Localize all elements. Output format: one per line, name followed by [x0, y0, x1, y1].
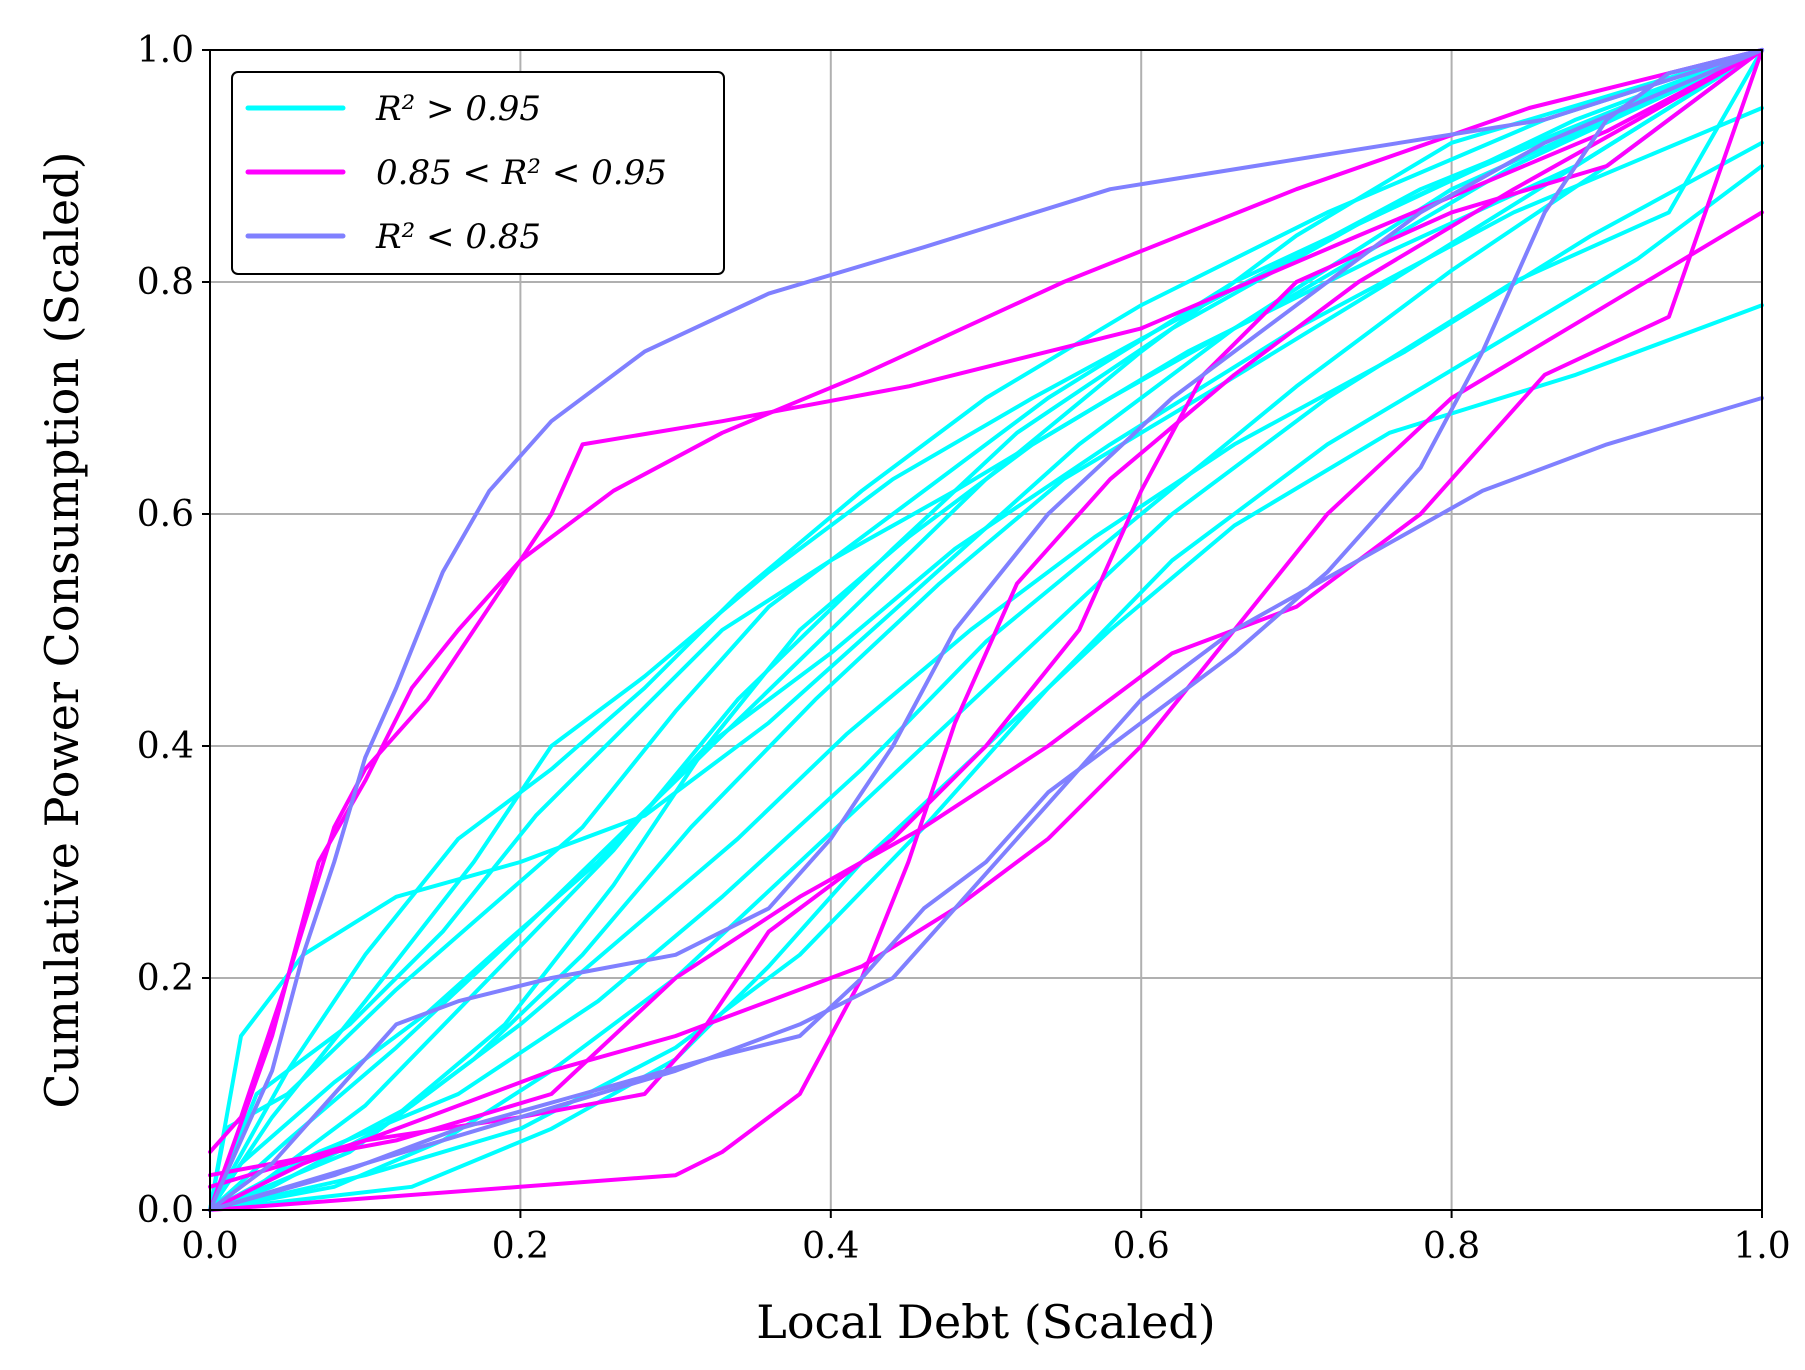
- plot-frame: [209, 49, 1763, 1211]
- x-tick-label-2: 0.4: [802, 1226, 859, 1267]
- series-line-0-3: [208, 48, 1764, 1212]
- series-line-1-2: [208, 48, 1764, 1212]
- x-axis-label: Local Debt (Scaled): [756, 1295, 1215, 1349]
- legend-label-2: R² < 0.85: [375, 217, 541, 257]
- series-line-1-4: [208, 210, 1764, 1212]
- series-line-2-0: [208, 48, 1764, 1212]
- series-line-1-1: [208, 48, 1764, 1154]
- x-tick-label-4: 0.8: [1423, 1226, 1480, 1267]
- series-line-0-8: [208, 48, 1764, 1212]
- series-line-0-11: [208, 303, 1764, 1212]
- x-tick-label-1: 0.2: [492, 1226, 549, 1267]
- series-line-0-4: [208, 164, 1764, 1212]
- series-line-0-13: [208, 140, 1764, 1212]
- legend-label-0: R² > 0.95: [375, 89, 541, 129]
- legend-box: [231, 71, 725, 275]
- series-line-0-6: [208, 48, 1764, 1212]
- series-line-1-5: [208, 48, 1764, 1178]
- y-tick-label-4: 0.8: [137, 262, 194, 303]
- y-tick-label-3: 0.6: [137, 494, 194, 535]
- x-tick-label-0: 0.0: [181, 1226, 238, 1267]
- y-tick-label-0: 0.0: [137, 1190, 194, 1231]
- y-axis-label: Cumulative Power Consumption (Scaled): [35, 151, 89, 1108]
- series-group-2: [208, 48, 1764, 1212]
- x-tick-label-5: 1.0: [1733, 1226, 1790, 1267]
- series-line-2-2: [208, 396, 1764, 1212]
- y-tick-label-1: 0.2: [137, 958, 194, 999]
- y-axis-ticks: 0.0 0.2 0.4 0.6 0.8 1.0: [137, 30, 210, 1231]
- series-line-2-3: [208, 48, 1764, 1212]
- series-layer: [208, 48, 1764, 1212]
- y-tick-label-2: 0.4: [137, 726, 194, 767]
- legend: R² > 0.95 0.85 < R² < 0.95 R² < 0.85: [231, 71, 725, 275]
- x-tick-label-3: 0.6: [1113, 1226, 1170, 1267]
- series-line-0-14: [208, 48, 1764, 1212]
- series-line-0-12: [208, 48, 1764, 1212]
- series-group-1: [208, 48, 1764, 1212]
- legend-label-1: 0.85 < R² < 0.95: [376, 153, 667, 193]
- series-line-2-1: [208, 48, 1764, 1212]
- y-tick-label-5: 1.0: [137, 30, 194, 71]
- x-axis-ticks: 0.0 0.2 0.4 0.6 0.8 1.0: [181, 1210, 1791, 1267]
